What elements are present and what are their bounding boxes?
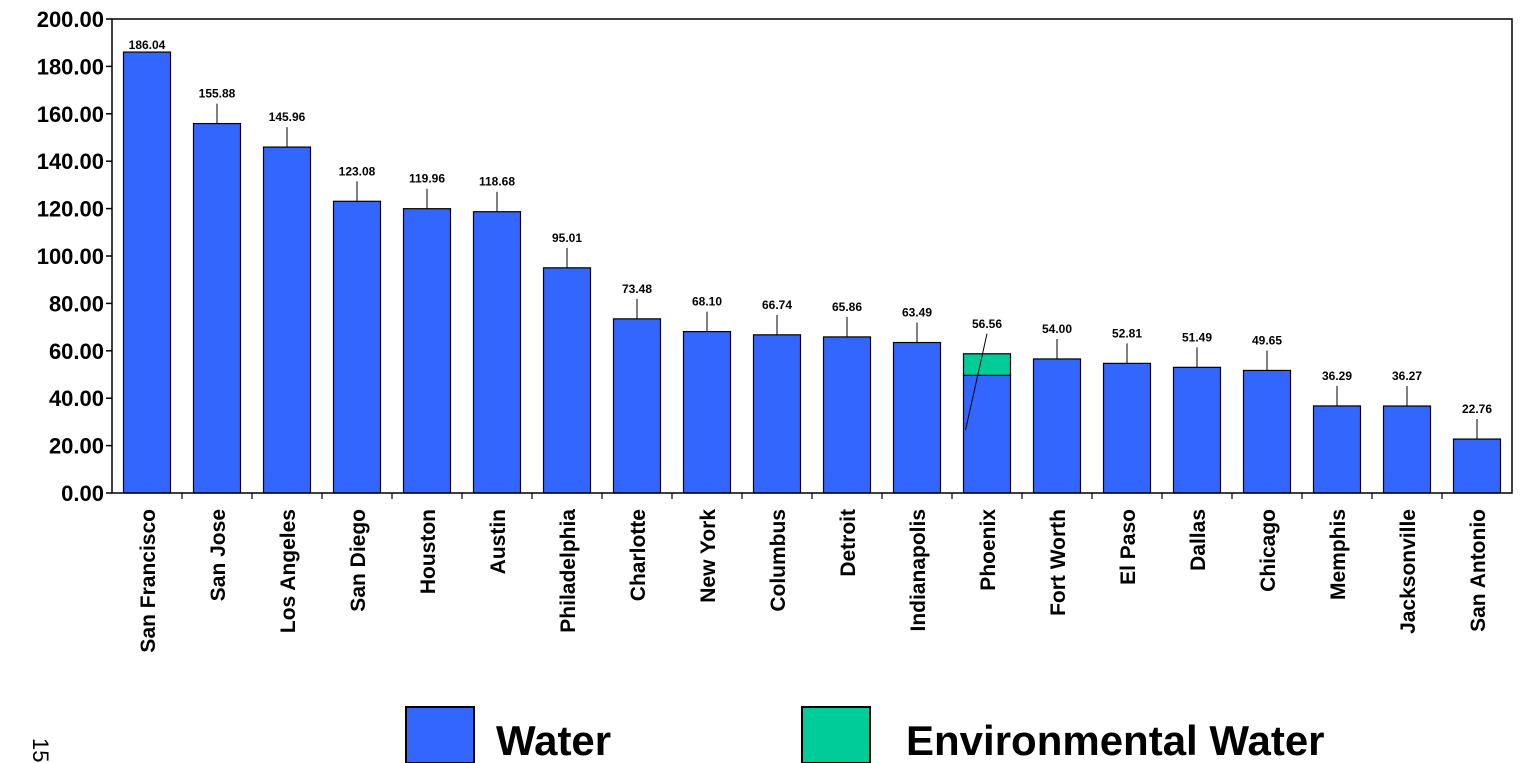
bar-water	[1172, 366, 1222, 494]
y-tick-label: 120.00	[37, 197, 104, 222]
data-label-leader	[965, 333, 988, 431]
data-label: 36.29	[1322, 369, 1352, 383]
bar-water	[822, 336, 872, 494]
data-label: 186.04	[129, 38, 166, 52]
x-tick-label: Indianapolis	[907, 509, 930, 632]
x-tick-label: Detroit	[837, 509, 860, 577]
y-axis: 0.00 20.00 40.00 60.00 80.00 100.00 120.00 140.…	[37, 7, 112, 506]
y-tick-label: 60.00	[49, 339, 104, 364]
bar-water	[192, 122, 242, 494]
data-label: 123.08	[339, 164, 376, 178]
x-axis: San Francisco San Jose Los Angeles San Dieg…	[137, 493, 1490, 653]
bar-water	[612, 318, 662, 494]
data-label: 56.56	[972, 317, 1002, 331]
legend-swatch-environmental-water	[801, 706, 871, 763]
bar-water	[332, 200, 382, 494]
y-tick-label: 180.00	[37, 54, 104, 79]
data-labels: 186.04 155.88 145.96 123.08 119.96 118.68 95.0…	[129, 38, 1492, 440]
x-tick-label: Columbus	[767, 509, 790, 612]
bar-water	[472, 211, 522, 494]
x-tick-label: Chicago	[1257, 509, 1280, 592]
bar-water	[962, 374, 1012, 494]
legend-swatch-water	[405, 706, 475, 763]
x-tick-label: San Francisco	[137, 509, 160, 653]
page-number: 15	[28, 738, 53, 762]
legend: Water Environmental Water	[405, 706, 1325, 763]
bars	[122, 51, 1502, 494]
bar-water	[402, 208, 452, 494]
y-tick-label: 40.00	[49, 386, 104, 411]
y-tick-label: 0.00	[61, 481, 104, 506]
bar-water	[1312, 405, 1362, 494]
bar-water	[262, 146, 312, 494]
data-label: 51.49	[1182, 330, 1212, 344]
x-tick-label: Fort Worth	[1047, 509, 1070, 616]
x-tick-label: Philadelphia	[557, 509, 580, 633]
x-tick-label: Austin	[487, 509, 510, 574]
x-tick-label: San Diego	[347, 509, 370, 612]
data-label: 65.86	[832, 300, 862, 314]
bar-water	[122, 51, 172, 494]
data-label: 73.48	[622, 282, 652, 296]
bar-water	[1032, 358, 1082, 494]
bar-water	[752, 334, 802, 494]
bar-water	[542, 267, 592, 494]
x-tick-label: San Jose	[207, 509, 230, 601]
x-tick-label: Memphis	[1327, 509, 1350, 600]
x-tick-label: Los Angeles	[277, 509, 300, 633]
legend-label-environmental-water: Environmental Water	[906, 717, 1325, 763]
data-label: 36.27	[1392, 369, 1422, 383]
data-label: 95.01	[552, 231, 582, 245]
bar-water	[1102, 362, 1152, 494]
y-tick-label: 80.00	[49, 291, 104, 316]
data-label: 66.74	[762, 298, 792, 312]
y-tick-label: 200.00	[37, 7, 104, 32]
y-tick-label: 100.00	[37, 244, 104, 269]
x-tick-label: San Antonio	[1467, 509, 1490, 632]
data-label: 52.81	[1112, 326, 1142, 340]
bar-water	[892, 341, 942, 494]
data-label: 22.76	[1462, 402, 1492, 416]
x-tick-label: Charlotte	[627, 509, 650, 601]
x-tick-label: New York	[697, 509, 720, 603]
legend-label-water: Water	[496, 717, 611, 763]
x-tick-label: Houston	[417, 509, 440, 594]
bar-water	[1452, 438, 1502, 494]
data-label: 68.10	[692, 295, 722, 309]
x-tick-label: Jacksonville	[1397, 509, 1420, 634]
plot-area	[111, 18, 1513, 494]
bar-environmental-water	[962, 353, 1012, 376]
y-tick-label: 20.00	[49, 434, 104, 459]
x-tick-label: Dallas	[1187, 509, 1210, 571]
data-label: 145.96	[269, 110, 306, 124]
y-tick-label: 140.00	[37, 149, 104, 174]
data-label: 54.00	[1042, 322, 1072, 336]
y-tick-label: 160.00	[37, 102, 104, 127]
data-label: 49.65	[1252, 333, 1282, 347]
data-label: 118.68	[479, 175, 515, 189]
data-label: 119.96	[409, 172, 445, 186]
bar-water	[1382, 405, 1432, 494]
data-label: 63.49	[902, 306, 932, 320]
x-tick-label: El Paso	[1117, 509, 1140, 585]
bar-water	[682, 331, 732, 494]
x-tick-label: Phoenix	[977, 509, 1000, 591]
bar-water	[1242, 369, 1292, 494]
data-label: 155.88	[199, 87, 236, 101]
